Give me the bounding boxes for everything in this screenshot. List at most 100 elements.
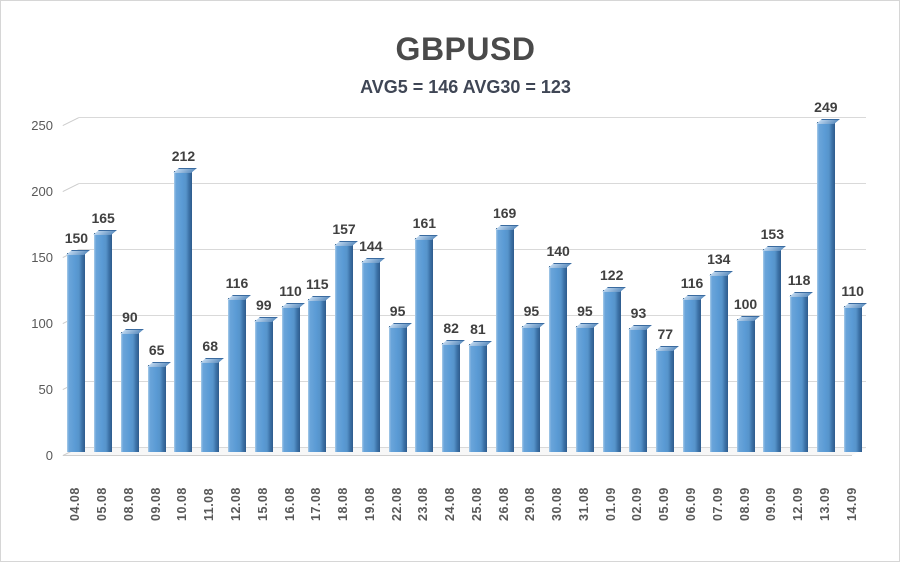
x-tick-label: 26.08 — [496, 487, 511, 521]
bar — [67, 253, 86, 452]
x-tick-label: 16.08 — [282, 487, 297, 521]
value-label: 68 — [202, 338, 218, 355]
plot-area: 0 50 100 150 200 250 150 165 90 65 212 68 116 99 110 11… — [31, 99, 866, 463]
bar — [120, 332, 139, 452]
value-label: 144 — [359, 237, 383, 254]
x-tick-label: 08.08 — [121, 487, 136, 521]
value-label: 134 — [707, 251, 731, 268]
value-label: 110 — [841, 282, 864, 299]
x-tick-label: 13.09 — [817, 487, 832, 521]
bar — [656, 349, 675, 452]
x-tick-label: 10.08 — [175, 487, 190, 521]
x-axis-labels: 04.08 05.08 08.08 09.08 10.08 11.08 12.08 15.08… — [63, 460, 866, 524]
value-label: 81 — [470, 321, 486, 338]
y-tick-label: 250 — [31, 118, 53, 133]
y-tick-label: 200 — [31, 184, 53, 199]
bar — [790, 295, 809, 452]
x-tick-label: 02.09 — [630, 487, 645, 521]
value-label: 77 — [657, 326, 674, 343]
bar — [683, 297, 702, 452]
x-tick-label: 05.09 — [657, 487, 672, 521]
x-tick-label: 01.09 — [603, 487, 618, 521]
bar — [816, 122, 835, 452]
x-tick-label: 07.09 — [710, 487, 725, 521]
value-label: 115 — [305, 276, 329, 293]
bar — [388, 325, 407, 452]
value-label: 169 — [492, 204, 517, 221]
bar — [763, 249, 782, 452]
value-label: 99 — [255, 297, 272, 314]
bar — [281, 305, 300, 452]
bar — [495, 227, 514, 452]
grid-line — [79, 249, 866, 250]
x-tick-label: 24.08 — [443, 487, 458, 521]
bar — [549, 266, 568, 452]
x-tick-label: 25.08 — [469, 487, 484, 521]
x-tick-label: 22.08 — [389, 487, 404, 521]
value-label: 249 — [814, 99, 838, 116]
bar — [843, 305, 862, 452]
x-tick-label: 12.08 — [228, 487, 243, 521]
x-tick-label: 08.09 — [737, 487, 752, 521]
value-label: 93 — [630, 305, 647, 322]
x-tick-label: 09.08 — [148, 487, 163, 521]
chart-subtitle: AVG5 = 146 AVG30 = 123 — [360, 77, 571, 97]
value-label: 90 — [122, 309, 138, 326]
value-label: 116 — [680, 274, 704, 291]
value-label: 82 — [443, 319, 459, 336]
x-tick-label: 09.09 — [764, 487, 779, 521]
value-label: 122 — [600, 266, 624, 283]
bar — [442, 342, 461, 452]
bar — [227, 297, 246, 452]
value-label: 161 — [412, 215, 437, 232]
x-tick-label: 18.08 — [336, 487, 351, 521]
bar — [147, 365, 166, 452]
x-tick-label: 23.08 — [416, 487, 431, 521]
x-tick-label: 11.08 — [202, 487, 217, 521]
x-tick-label: 29.08 — [523, 487, 538, 521]
y-tick-label: 150 — [31, 250, 53, 265]
value-label: 65 — [148, 342, 165, 359]
y-tick-label: 0 — [45, 448, 53, 463]
plot-floor — [63, 448, 866, 456]
y-tick-label: 100 — [31, 316, 53, 331]
value-label: 140 — [546, 243, 570, 260]
x-tick-label: 19.08 — [362, 487, 377, 521]
bar — [629, 328, 648, 452]
bar — [602, 289, 621, 452]
x-tick-label: 17.08 — [309, 487, 324, 521]
x-tick-label: 06.09 — [684, 487, 699, 521]
value-label: 153 — [760, 226, 784, 243]
value-label: 165 — [91, 210, 115, 227]
bar — [522, 325, 541, 452]
bar — [415, 238, 434, 452]
y-tick-label: 50 — [38, 382, 53, 397]
value-label: 116 — [225, 274, 249, 291]
grid-diagonal-tick — [62, 183, 80, 192]
x-axis-line — [63, 455, 852, 456]
bar — [94, 233, 113, 452]
value-label: 110 — [279, 282, 302, 299]
value-label: 100 — [733, 296, 758, 312]
value-label: 212 — [171, 148, 196, 165]
bar — [736, 319, 755, 452]
value-label: 95 — [389, 302, 406, 319]
chart-title: GBPUSD — [395, 31, 536, 67]
x-tick-label: 30.08 — [550, 487, 565, 521]
bar — [468, 344, 487, 452]
grid-diagonal-tick — [62, 117, 80, 126]
bar — [575, 325, 594, 452]
value-label: 95 — [577, 302, 593, 319]
value-label: 150 — [64, 230, 89, 246]
x-tick-label: 05.08 — [95, 487, 110, 521]
bar — [361, 260, 380, 452]
grid-line — [79, 183, 866, 184]
bar — [254, 320, 273, 452]
bar — [709, 274, 728, 452]
bar — [174, 171, 193, 452]
x-tick-label: 12.09 — [791, 487, 806, 521]
bar — [308, 299, 327, 452]
value-label: 157 — [332, 220, 356, 237]
value-label: 118 — [787, 272, 811, 289]
